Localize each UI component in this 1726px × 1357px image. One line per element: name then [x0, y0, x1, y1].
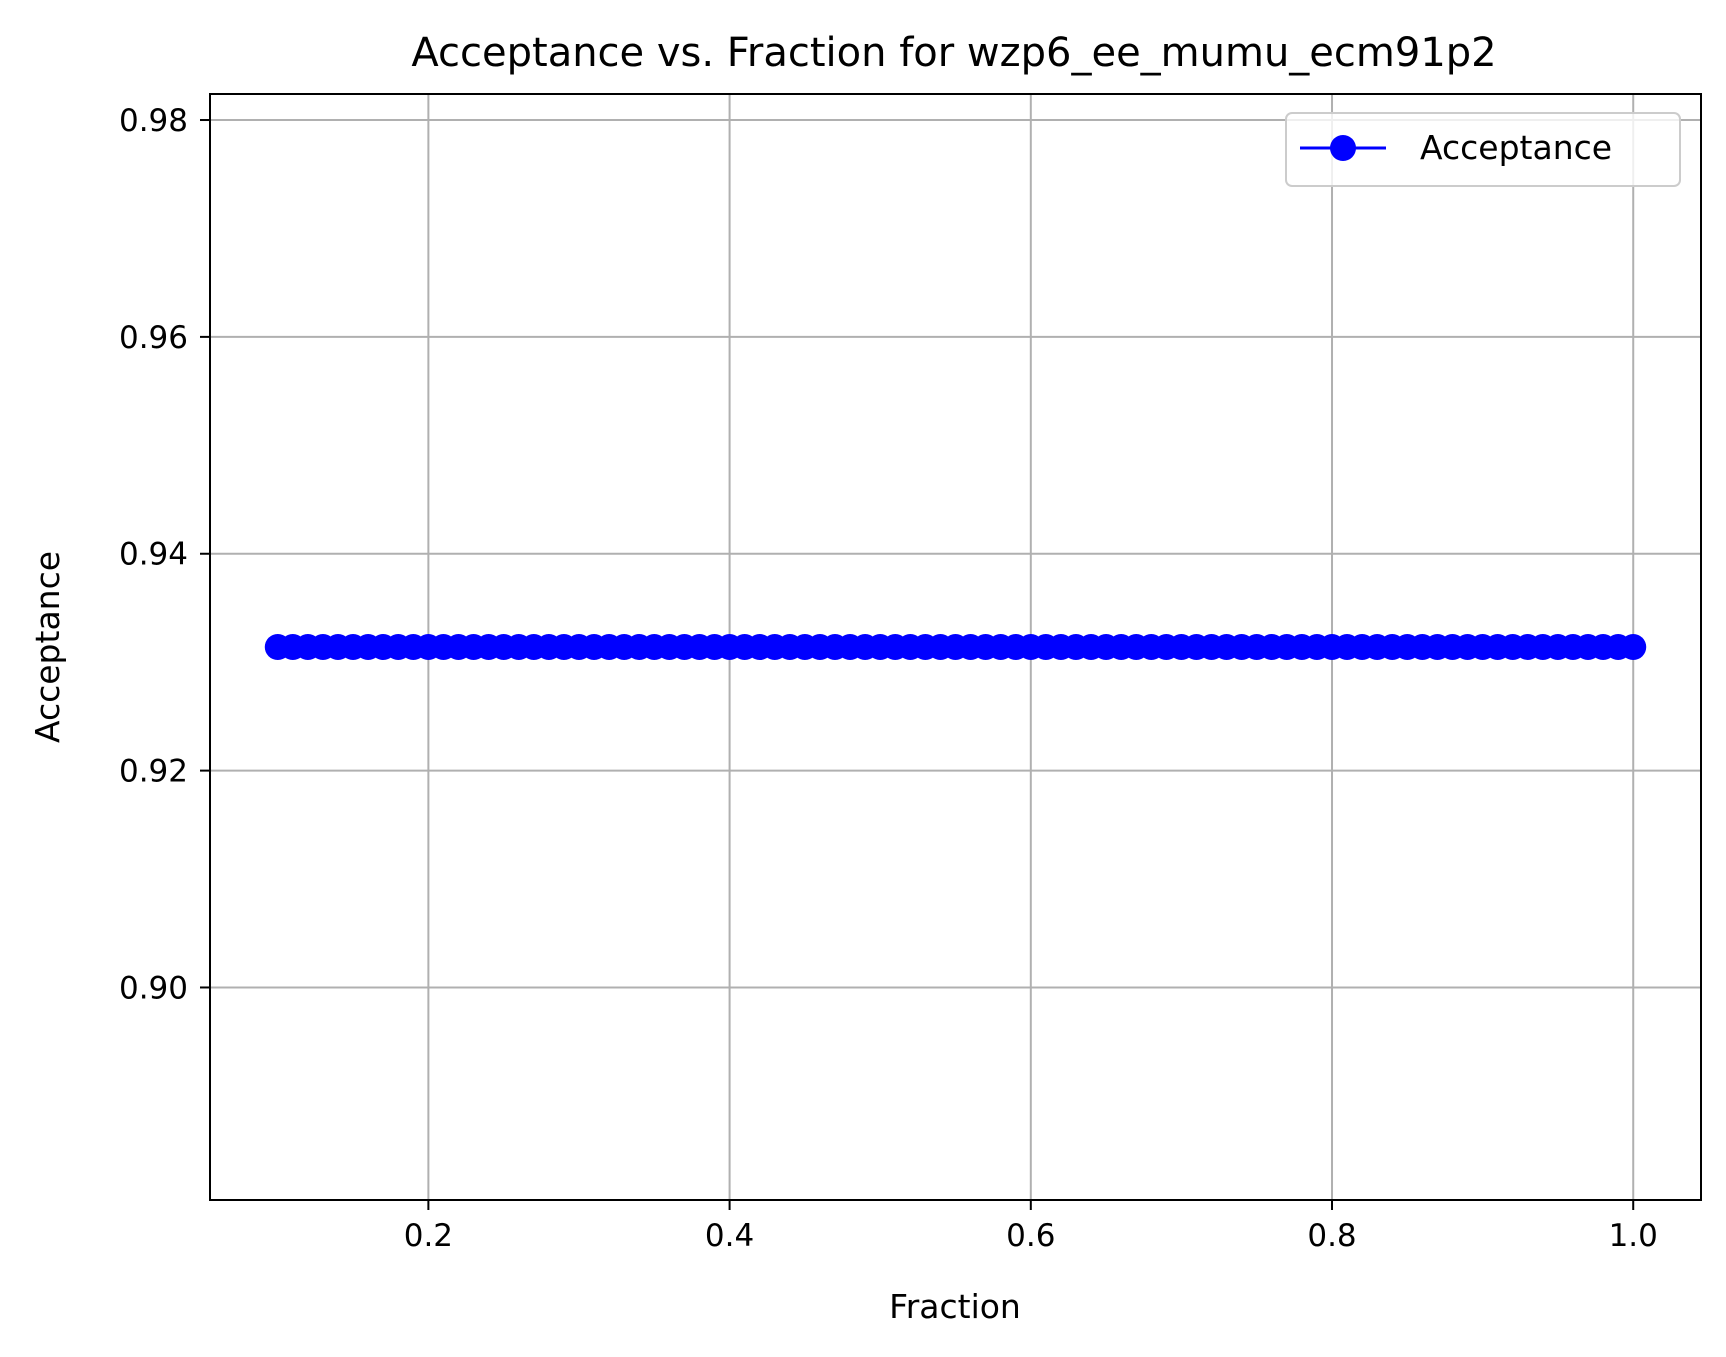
y-axis-label: Acceptance [28, 551, 67, 743]
data-point [1620, 634, 1647, 660]
y-tick-labels: 0.90 0.92 0.94 0.96 0.98 [119, 103, 188, 1006]
x-tick-label: 0.4 [705, 1218, 754, 1254]
legend-marker-icon [1330, 135, 1356, 161]
x-tick-label: 0.2 [404, 1218, 453, 1254]
axis-ticks [200, 119, 1635, 1210]
x-tick-label: 1.0 [1609, 1218, 1658, 1254]
x-tick-label: 0.6 [1006, 1218, 1055, 1254]
x-axis-label: Fraction [889, 1287, 1021, 1326]
y-tick-label: 0.92 [119, 754, 188, 790]
chart-title: Acceptance vs. Fraction for wzp6_ee_mumu… [411, 30, 1496, 76]
x-tick-labels: 0.2 0.4 0.6 0.8 1.0 [404, 1218, 1658, 1254]
y-tick-label: 0.90 [119, 970, 188, 1006]
x-tick-label: 0.8 [1307, 1218, 1356, 1254]
y-tick-label: 0.94 [119, 537, 188, 573]
plot-frame [209, 93, 1702, 1201]
legend: Acceptance [1285, 112, 1681, 187]
data-series [264, 634, 1647, 660]
y-tick-label: 0.98 [119, 103, 188, 139]
legend-box [1285, 112, 1681, 187]
y-tick-label: 0.96 [119, 320, 188, 356]
legend-label: Acceptance [1420, 128, 1612, 167]
